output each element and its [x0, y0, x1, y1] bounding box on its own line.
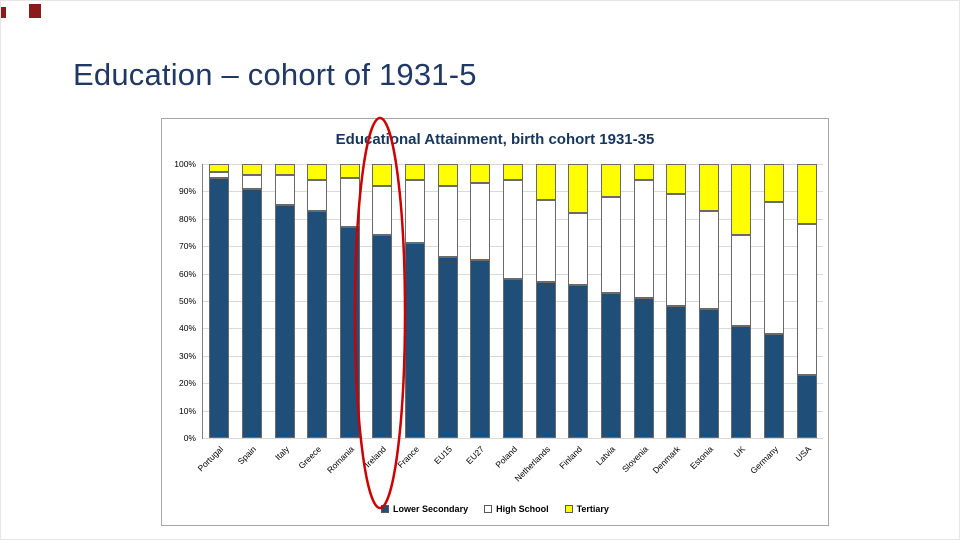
bar-segment-high-school: [339, 177, 360, 228]
bar-segment-tertiary: [731, 164, 752, 236]
bar-segment-lower-secondary: [633, 298, 654, 438]
bar-segment-lower-secondary: [731, 325, 752, 438]
bar-segment-high-school: [633, 180, 654, 299]
bar-segment-lower-secondary: [503, 279, 523, 438]
bar-segment-high-school: [209, 172, 230, 178]
legend-item-lower-secondary: Lower Secondary: [381, 504, 468, 514]
bar-segment-tertiary: [274, 164, 295, 175]
bar-segment-tertiary: [535, 164, 556, 200]
y-axis-tick-label: 40%: [178, 323, 196, 334]
accent-square-edge: [1, 7, 6, 18]
y-axis-tick-label: 10%: [178, 405, 196, 416]
bar-segment-tertiary: [666, 164, 687, 195]
bar-segment-lower-secondary: [535, 281, 556, 438]
bar-segment-lower-secondary: [209, 177, 230, 438]
bar-segment-high-school: [307, 180, 328, 211]
x-axis: Portugal Spain Italy Greece Romania Ireland Fr…: [196, 438, 822, 500]
chart-title: Educational Attainment, birth cohort 193…: [335, 131, 655, 148]
chart-container: Educational Attainment, birth cohort 193…: [161, 118, 829, 526]
y-axis-tick-label: 20%: [178, 378, 196, 389]
bar-segment-high-school: [666, 194, 687, 307]
bar-segment-tertiary: [209, 164, 230, 173]
y-axis-tick-label: 60%: [178, 268, 196, 279]
legend-swatch-icon: [484, 505, 493, 513]
bar-segment-tertiary: [568, 164, 589, 214]
slide-title: Education – cohort of 1931-5: [73, 57, 477, 92]
legend-swatch-icon: [381, 505, 390, 513]
bar-segment-tertiary: [764, 164, 785, 203]
bar-segment-lower-secondary: [666, 306, 687, 438]
bar-segment-lower-secondary: [600, 292, 621, 438]
bar-segment-tertiary: [372, 164, 393, 186]
bar-segment-high-school: [274, 174, 295, 206]
y-axis: 0% 10% 20% 30% 40% 50% 60% 70% 80% 90% 100%: [162, 159, 198, 443]
bar-segment-high-school: [437, 185, 458, 258]
bar-segment-lower-secondary: [405, 243, 426, 438]
bar-segment-lower-secondary: [764, 333, 785, 438]
bar-segment-high-school: [600, 196, 621, 293]
plot-area: [202, 164, 823, 439]
bar-segment-tertiary: [600, 164, 621, 197]
bar-segment-tertiary: [241, 164, 262, 175]
bar-segment-lower-secondary: [307, 210, 328, 438]
bar-segment-tertiary: [796, 164, 817, 225]
y-axis-tick-label: 30%: [178, 350, 196, 361]
bar-segment-high-school: [405, 180, 426, 244]
bar-segment-lower-secondary: [241, 188, 262, 438]
bar-segment-lower-secondary: [796, 374, 817, 438]
bar-segment-lower-secondary: [470, 259, 491, 438]
bar-segment-tertiary: [307, 164, 328, 181]
bar-segment-high-school: [568, 213, 589, 285]
bar-segment-tertiary: [339, 164, 360, 178]
bar-segment-tertiary: [437, 164, 458, 186]
bar-segment-high-school: [470, 183, 491, 260]
bar-segment-tertiary: [405, 164, 426, 181]
accent-square: [29, 4, 41, 18]
bar-segment-tertiary: [633, 164, 654, 181]
bar-segment-high-school: [535, 199, 556, 282]
bar-segment-high-school: [731, 235, 752, 326]
bar-segment-lower-secondary: [698, 309, 719, 438]
legend-swatch-icon: [564, 505, 573, 513]
y-axis-tick-label: 0%: [183, 433, 196, 443]
legend-label: High School: [496, 504, 549, 514]
bar-segment-tertiary: [698, 164, 719, 211]
y-axis-tick-label: 50%: [178, 296, 196, 306]
y-axis-tick-label: 100%: [174, 159, 196, 169]
bar-segment-lower-secondary: [372, 235, 393, 438]
bar-segment-lower-secondary: [274, 205, 295, 438]
bar-segment-tertiary: [470, 164, 491, 184]
legend-item-tertiary: Tertiary: [564, 504, 609, 514]
y-axis-tick-label: 80%: [178, 213, 196, 224]
legend-label: Lower Secondary: [393, 504, 469, 514]
bar-segment-high-school: [764, 202, 785, 334]
bar-segment-tertiary: [503, 164, 523, 181]
bar-segment-lower-secondary: [437, 257, 458, 438]
y-axis-tick-label: 70%: [178, 241, 196, 252]
bar-segment-high-school: [241, 174, 262, 189]
bar-segment-lower-secondary: [339, 227, 360, 438]
bar-segment-high-school: [372, 185, 393, 236]
bar-segment-high-school: [796, 224, 817, 375]
legend-label: Tertiary: [576, 504, 609, 514]
gridline: [203, 438, 823, 439]
y-axis-tick-label: 90%: [178, 186, 196, 197]
bar-segment-lower-secondary: [568, 284, 589, 438]
chart-legend: Lower Secondary High School Tertiary: [162, 504, 828, 514]
legend-item-high-school: High School: [484, 504, 549, 514]
bar-segment-high-school: [698, 210, 719, 310]
bar-segment-high-school: [503, 180, 523, 280]
